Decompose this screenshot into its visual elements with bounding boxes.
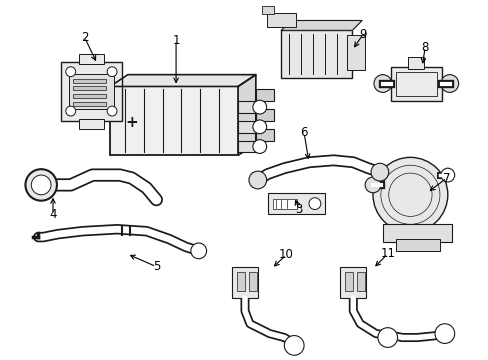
Circle shape <box>308 198 320 210</box>
Circle shape <box>284 336 304 355</box>
Bar <box>346 35 365 70</box>
Circle shape <box>373 75 391 93</box>
Bar <box>255 89 273 101</box>
Circle shape <box>372 157 447 232</box>
Bar <box>382 224 451 242</box>
Text: 1: 1 <box>172 34 180 47</box>
Bar <box>238 121 255 133</box>
Bar <box>69 74 114 109</box>
Circle shape <box>31 175 51 195</box>
Circle shape <box>370 163 388 181</box>
Text: 4: 4 <box>49 208 57 221</box>
Circle shape <box>66 106 76 116</box>
Bar <box>267 193 324 215</box>
Circle shape <box>25 169 57 201</box>
Text: 11: 11 <box>380 247 394 260</box>
Text: 7: 7 <box>442 171 449 185</box>
Bar <box>272 199 297 208</box>
Bar <box>261 6 273 14</box>
Bar <box>345 271 352 291</box>
Bar <box>255 129 273 141</box>
Text: 9: 9 <box>359 28 366 41</box>
Polygon shape <box>238 75 255 156</box>
Circle shape <box>440 168 454 182</box>
Bar <box>281 30 351 78</box>
Bar <box>248 271 256 291</box>
Bar <box>61 62 122 121</box>
Text: 3: 3 <box>295 203 302 216</box>
Bar <box>73 78 106 82</box>
Bar <box>232 267 257 298</box>
Text: 6: 6 <box>300 126 307 139</box>
Circle shape <box>252 100 266 114</box>
Polygon shape <box>110 75 255 86</box>
Text: 10: 10 <box>278 248 293 261</box>
Circle shape <box>252 140 266 153</box>
Circle shape <box>107 67 117 77</box>
Text: 5: 5 <box>152 260 160 273</box>
Text: +: + <box>125 116 138 130</box>
Circle shape <box>252 120 266 134</box>
Circle shape <box>107 106 117 116</box>
Circle shape <box>190 243 206 259</box>
Circle shape <box>365 177 380 193</box>
Bar <box>340 267 366 298</box>
Bar <box>266 13 296 27</box>
Circle shape <box>377 328 397 347</box>
Bar <box>357 271 365 291</box>
Bar <box>73 86 106 90</box>
Bar <box>238 141 255 152</box>
Circle shape <box>248 171 266 189</box>
Bar <box>238 101 255 113</box>
Circle shape <box>440 75 458 93</box>
Bar <box>390 67 441 101</box>
Circle shape <box>66 67 76 77</box>
Circle shape <box>434 324 454 343</box>
Bar <box>395 239 439 251</box>
Bar <box>407 57 423 69</box>
Bar <box>255 109 273 121</box>
Text: 8: 8 <box>421 41 428 54</box>
Bar <box>110 86 238 156</box>
Text: 2: 2 <box>81 31 88 44</box>
Bar <box>79 54 104 64</box>
Bar <box>73 94 106 98</box>
Bar <box>73 102 106 106</box>
Bar <box>79 119 104 129</box>
Bar <box>395 72 436 96</box>
Polygon shape <box>281 21 362 30</box>
Bar <box>237 271 244 291</box>
